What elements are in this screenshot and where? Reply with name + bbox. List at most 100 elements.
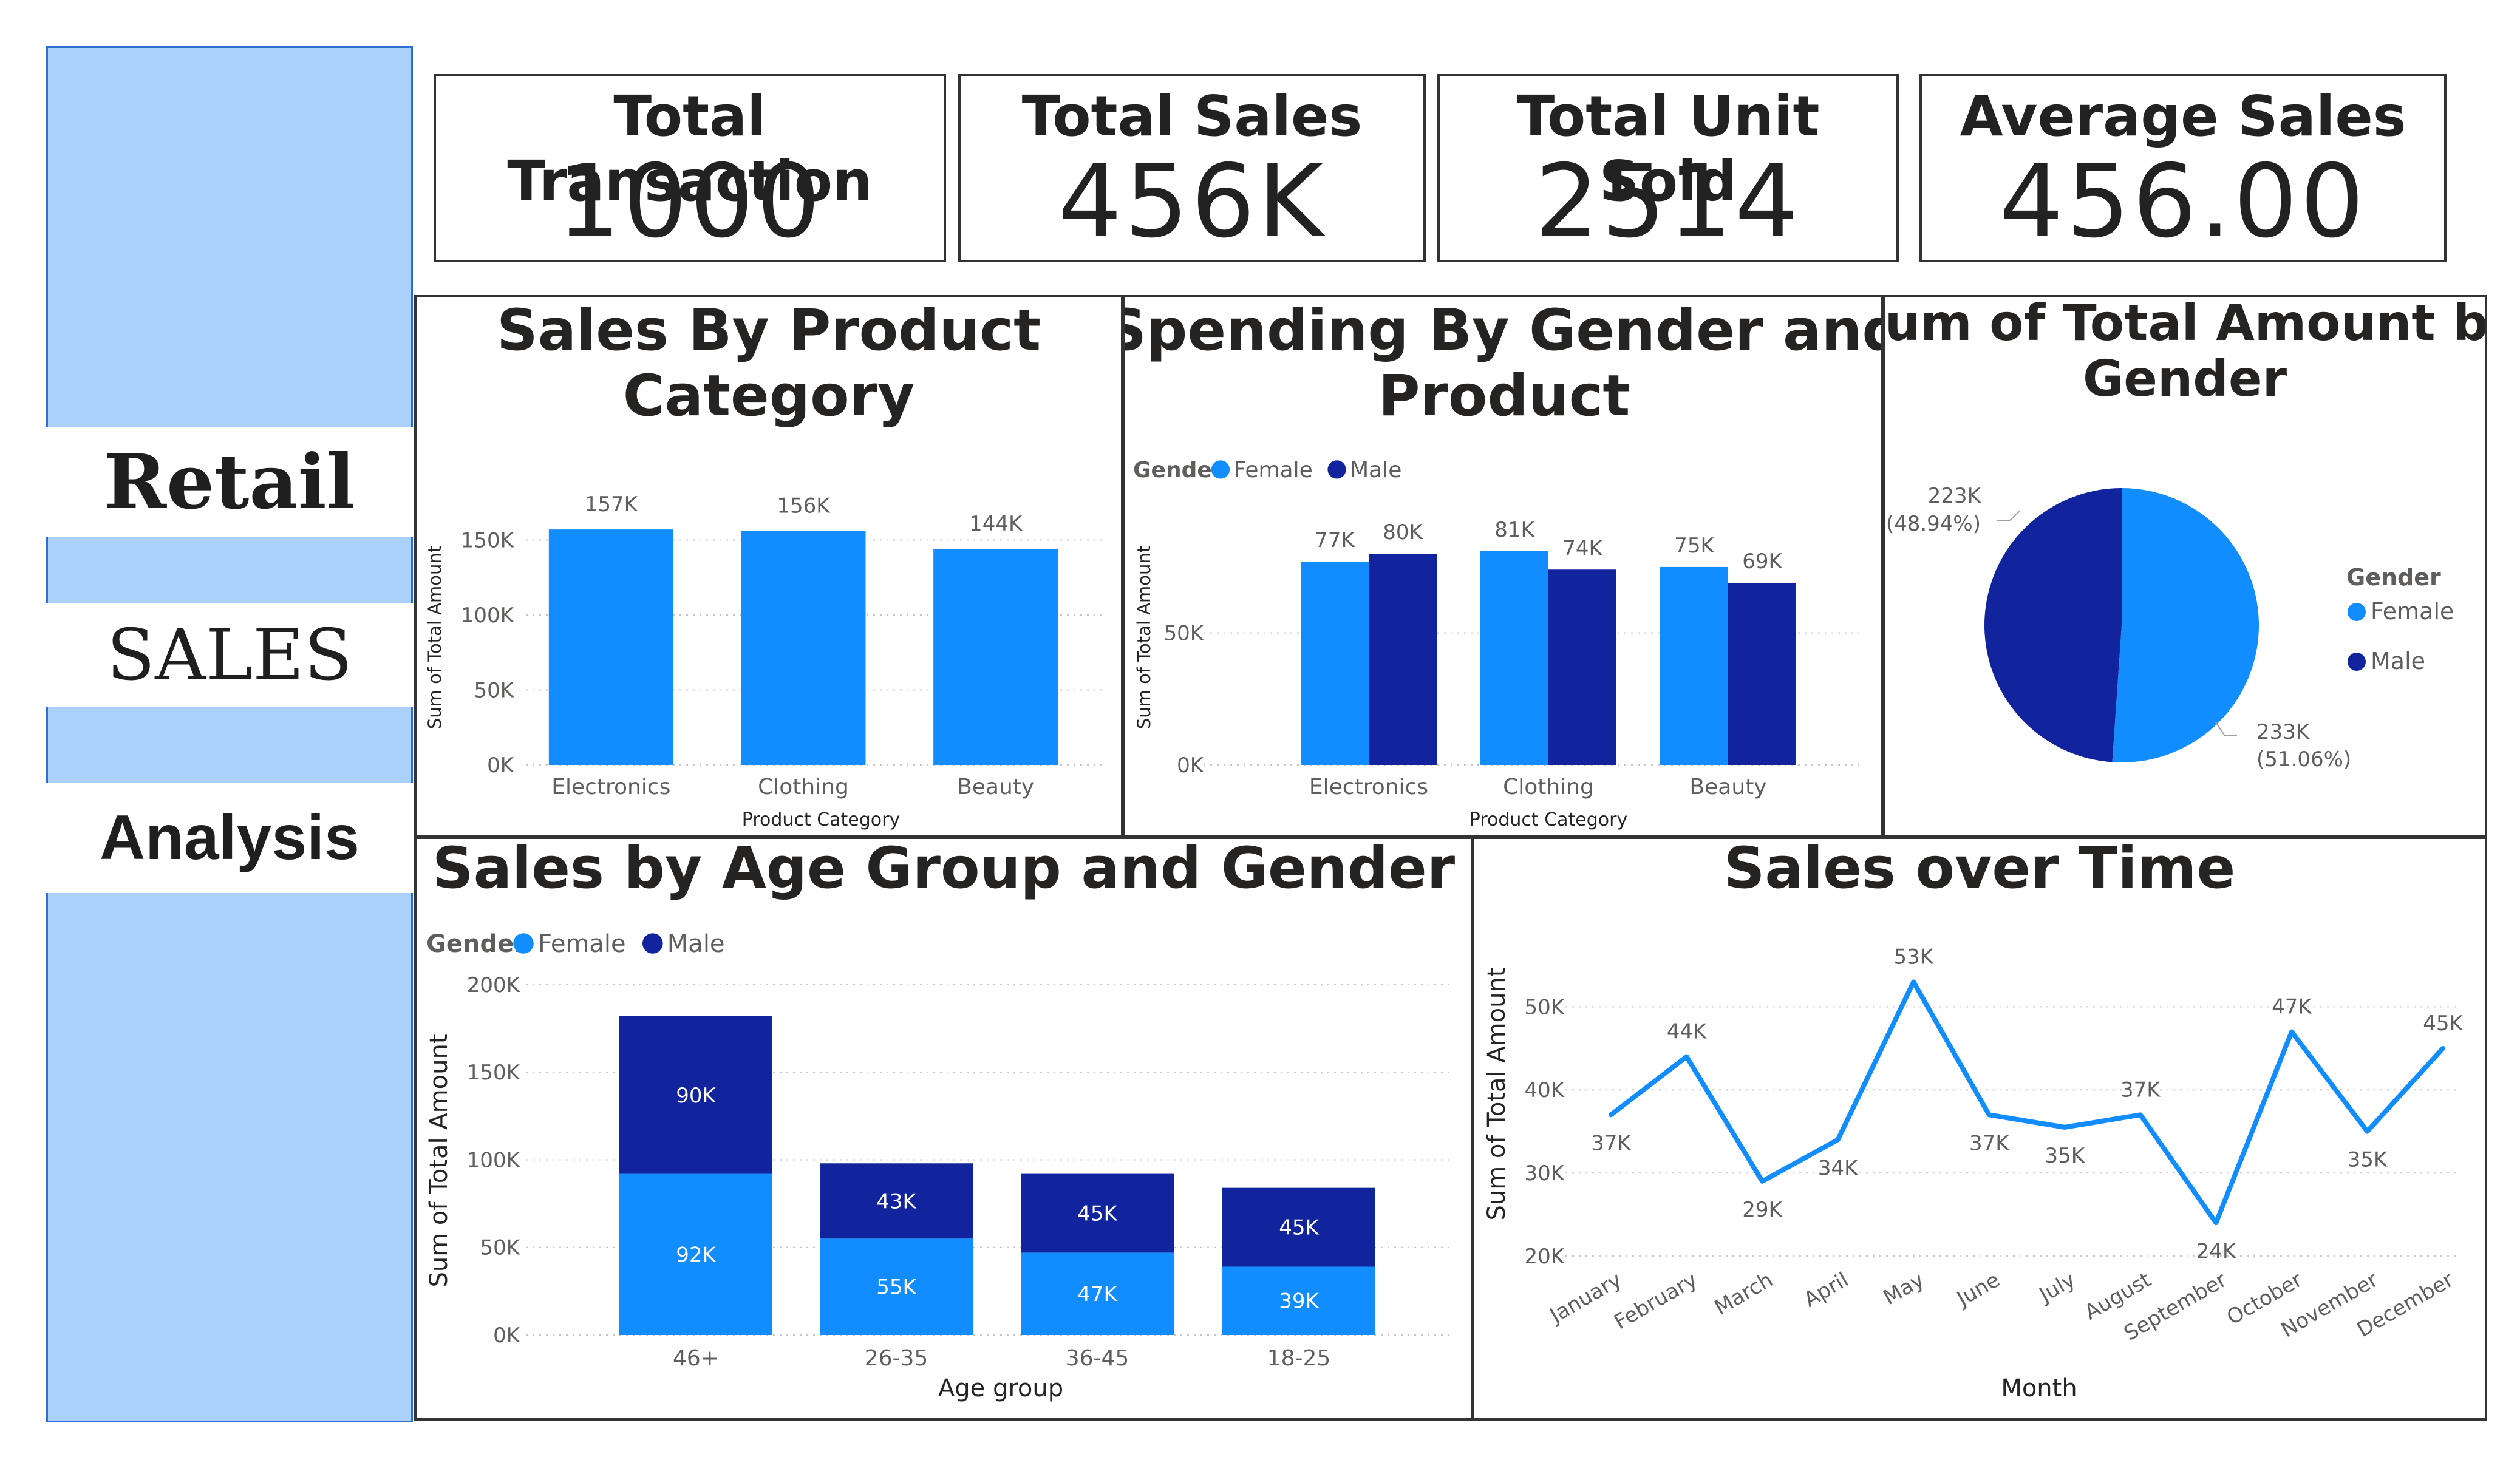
x-tick-label: Beauty — [957, 775, 1034, 800]
data-label: 37K — [1969, 1131, 2010, 1155]
panel-total-by-gender[interactable]: Sum of Total Amount byGender233K(51.06%)… — [1849, 294, 2520, 838]
x-tick-label: Electronics — [1309, 775, 1428, 800]
x-tick-label: 18-25 — [1267, 1346, 1331, 1371]
sales-over-time-chart: Sales over Time 20K 30K 40K 50K 37K 44K 29K 34K 5… — [1483, 835, 2464, 1402]
data-label: 90K — [676, 1084, 717, 1108]
chart-title: Gender — [2083, 350, 2287, 408]
bar-segment-male — [1222, 1187, 1375, 1267]
data-label: 69K — [1742, 549, 1783, 574]
data-label: 47K — [1077, 1282, 1118, 1306]
data-label: 37K — [1591, 1131, 1632, 1155]
data-label: 156K — [777, 494, 831, 518]
bar-clothing — [741, 531, 866, 765]
kpi-title: Total Transaction — [507, 84, 873, 214]
kpi-title: Total Unit Sold — [1516, 84, 1820, 214]
legend-title: Gender — [2346, 564, 2441, 591]
x-axis-label: Age group — [938, 1374, 1063, 1402]
data-label-pct: (48.94%) — [1886, 512, 1981, 536]
legend-marker — [513, 933, 534, 954]
y-axis-label: Sum of Total Amount — [424, 546, 445, 729]
legend-marker — [1211, 460, 1230, 479]
kpi-value: 1000 — [556, 143, 823, 260]
x-tick-label: February — [1610, 1268, 1701, 1334]
data-label: 43K — [876, 1189, 917, 1214]
data-label: 77K — [1315, 528, 1355, 552]
data-label: 75K — [1674, 534, 1715, 558]
kpi-title: Average Sales — [1960, 84, 2406, 149]
chart-title: Sales By Product — [497, 297, 1041, 364]
x-tick-label: Clothing — [758, 775, 849, 800]
x-tick-label: March — [1711, 1268, 1777, 1320]
kpi-total-transaction[interactable]: Total Transaction 1000 — [434, 74, 946, 262]
legend-marker — [642, 933, 663, 954]
legend-title: Gender — [426, 930, 526, 958]
bar-segment-female — [1021, 1252, 1174, 1335]
data-label: 35K — [2045, 1144, 2085, 1168]
data-label: 223K — [1928, 484, 1982, 508]
panel-sales-by-age-gender[interactable]: Sales by Age Group and Gender Gender Femal… — [414, 835, 1473, 1421]
sidebar — [46, 46, 413, 1422]
y-tick-label: 100K — [461, 603, 515, 628]
y-tick-label: 0K — [487, 753, 515, 778]
kpi-value: 456.00 — [1999, 143, 2367, 260]
data-label: 35K — [2348, 1148, 2388, 1172]
data-label: 24K — [2196, 1239, 2237, 1263]
panel-sales-over-time[interactable]: Sales over Time 20K 30K 40K 50K 37K 44K 29K 34K 5… — [1472, 835, 2487, 1421]
data-label-pct: (51.06%) — [2256, 747, 2351, 772]
chart-title: Sales over Time — [1724, 839, 2236, 902]
y-tick-label: 50K — [1163, 622, 1204, 646]
y-tick-label: 200K — [467, 973, 521, 997]
data-label: 45K — [1077, 1201, 1118, 1226]
y-tick-label: 50K — [474, 678, 514, 702]
data-label: 80K — [1383, 520, 1423, 545]
data-label: 47K — [2272, 994, 2312, 1019]
data-label: 53K — [1893, 945, 1934, 969]
sidebar-title-retail: Retail — [46, 427, 413, 537]
data-label: 144K — [969, 512, 1023, 536]
panel-sales-by-category[interactable]: Sales By Product Category 0K 50K 100K 150K 157… — [414, 295, 1123, 838]
panel-spending-by-gender-product[interactable]: Spending By Gender and Product Gender Femal… — [1105, 295, 1903, 838]
bar-segment-female — [820, 1238, 973, 1335]
sidebar-title-sales: SALES — [46, 603, 413, 707]
x-axis-label: Product Category — [1469, 809, 1627, 830]
kpi-total-unit-sold[interactable]: Total Unit Sold 2514 — [1437, 74, 1899, 262]
data-label: 55K — [876, 1275, 917, 1300]
chart-title: Sum of Total Amount by — [1885, 297, 2485, 352]
data-label: 233K — [2256, 720, 2311, 744]
leader-line — [2215, 722, 2237, 736]
total-by-gender-chart: Sum of Total Amount byGender233K(51.06%)… — [1849, 294, 2520, 772]
bar-segment-male — [820, 1163, 973, 1239]
legend-item: Male — [1350, 458, 1401, 483]
data-label: 44K — [1667, 1020, 1708, 1044]
kpi-average-sales[interactable]: Average Sales 456.00 — [1919, 74, 2447, 262]
chart-title: Product — [1378, 363, 1630, 429]
data-label: 45K — [2423, 1011, 2464, 1036]
data-label: 34K — [1818, 1156, 1859, 1180]
chart-title: Category — [623, 363, 915, 429]
kpi-title: Total Sales — [1021, 84, 1363, 149]
data-label: 29K — [1742, 1198, 1783, 1222]
y-axis-label: Sum of Total Amount — [425, 1034, 453, 1287]
data-label: 74K — [1562, 536, 1603, 560]
data-label: 45K — [1279, 1216, 1320, 1240]
legend-item: Female — [538, 930, 626, 958]
kpi-total-sales[interactable]: Total Sales 456K — [958, 74, 1426, 262]
bar-beauty — [933, 549, 1058, 765]
legend-item: Female — [1234, 458, 1313, 483]
y-tick-label: 30K — [1524, 1161, 1565, 1186]
legend-marker — [2348, 603, 2366, 621]
sidebar-title-analysis: Analysis — [46, 783, 413, 893]
legend-title: Gender — [1133, 458, 1223, 483]
legend-item: Female — [2371, 598, 2454, 625]
x-tick-label: July — [2034, 1268, 2080, 1308]
x-axis-label: Month — [2001, 1374, 2077, 1402]
y-axis-label: Sum of Total Amount — [1134, 546, 1154, 729]
bar-segment-male — [619, 1016, 772, 1174]
y-tick-label: 0K — [1177, 753, 1205, 778]
y-tick-label: 0K — [493, 1323, 521, 1348]
chart-title: Sales by Age Group and Gender — [432, 839, 1456, 902]
bar-electronics-male — [1369, 554, 1437, 765]
legend-item: Male — [667, 930, 725, 958]
x-axis-label: Product Category — [742, 809, 900, 830]
